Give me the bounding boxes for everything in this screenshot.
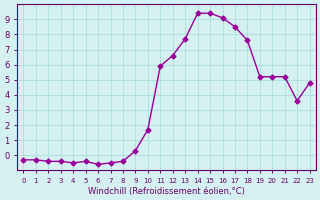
X-axis label: Windchill (Refroidissement éolien,°C): Windchill (Refroidissement éolien,°C) <box>88 187 245 196</box>
